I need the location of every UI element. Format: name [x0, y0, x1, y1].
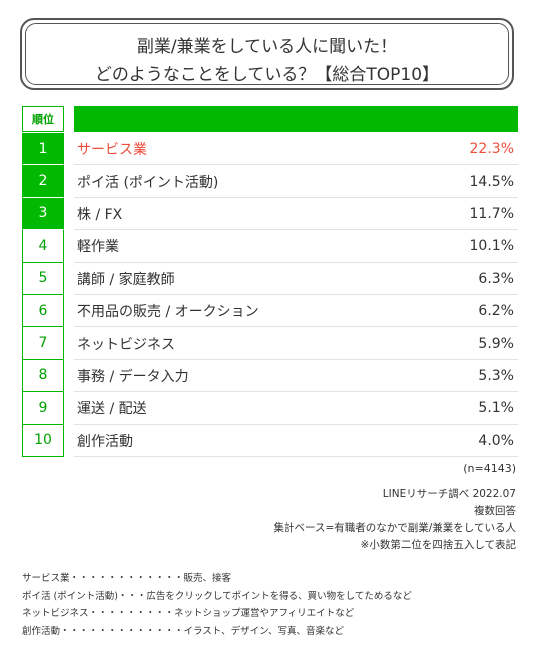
- item-value: 6.3%: [478, 270, 514, 287]
- row-divider: [74, 391, 518, 393]
- item-label: 不用品の販売 / オークション: [77, 304, 259, 321]
- rank-cell: 1: [22, 133, 64, 166]
- item-label: 運送 / 配送: [77, 401, 147, 418]
- definitions: サービス業・・・・・・・・・・・・販売、接客 ポイ活 (ポイント活動)・・・広告…: [22, 570, 412, 640]
- rank-cell: 5: [22, 262, 64, 295]
- row-divider: [74, 455, 518, 457]
- rank-cell: 3: [22, 197, 64, 231]
- row-divider: [74, 358, 518, 360]
- rank-cell: 10: [22, 424, 64, 457]
- rank-cell: 9: [22, 392, 64, 425]
- item-value: 5.9%: [478, 335, 514, 352]
- table-row: 4 軽作業 10.1%: [22, 230, 518, 263]
- row-divider: [74, 164, 518, 166]
- item-value: 22.3%: [469, 141, 514, 158]
- item-label: サービス業: [77, 142, 147, 159]
- title-line-1: 副業/兼業をしている人に聞いた！: [136, 37, 398, 57]
- row-divider: [74, 293, 518, 295]
- item-label: 講師 / 家庭教師: [77, 271, 175, 288]
- item-value: 6.2%: [478, 303, 514, 320]
- item-label: 株 / FX: [77, 206, 123, 223]
- table-row: 1 サービス業 22.3%: [22, 133, 518, 166]
- item-value: 5.1%: [478, 400, 514, 417]
- row-divider: [74, 229, 518, 231]
- table-row: 9 運送 / 配送 5.1%: [22, 392, 518, 425]
- definition-line: サービス業・・・・・・・・・・・・販売、接客: [22, 573, 232, 584]
- table-row: 6 不用品の販売 / オークション 6.2%: [22, 294, 518, 328]
- item-value: 4.0%: [478, 432, 514, 449]
- ranking-table: 1 サービス業 22.3% 2 ポイ活 (ポイント活動) 14.5% 3 株 / FX 11.7…: [22, 133, 518, 457]
- rank-cell: 4: [22, 230, 64, 263]
- item-value: 10.1%: [469, 238, 514, 255]
- row-divider: [74, 423, 518, 425]
- title-line-2: どのようなことをしている？【総合TOP10】: [94, 65, 440, 85]
- row-divider: [74, 196, 518, 198]
- table-row: 7 ネットビジネス 5.9%: [22, 327, 518, 360]
- source-line: LINEリサーチ調べ 2022.07: [382, 488, 516, 500]
- item-value: 14.5%: [469, 173, 514, 190]
- item-label: 軽作業: [77, 239, 119, 256]
- definition-line: 創作活動・・・・・・・・・・・・・イラスト、デザイン、写真、音楽など: [22, 625, 345, 637]
- rank-cell: 8: [22, 359, 64, 393]
- definition-line: ネットビジネス・・・・・・・・・ネットショップ運営やアフィリエイトなど: [22, 608, 355, 619]
- item-label: 創作活動: [77, 433, 133, 450]
- definition-line: ポイ活 (ポイント活動)・・・広告をクリックしてポイントを得る、買い物をしてため…: [22, 590, 412, 602]
- item-label: ネットビジネス: [77, 336, 175, 353]
- rank-cell: 6: [22, 294, 64, 328]
- rank-column-header: 順位: [22, 106, 64, 132]
- row-divider: [74, 326, 518, 328]
- row-divider: [74, 261, 518, 263]
- item-value: 11.7%: [469, 205, 514, 222]
- table-row: 8 事務 / データ入力 5.3%: [22, 359, 518, 393]
- sample-size: (n=4143): [463, 462, 516, 475]
- rank-cell: 2: [22, 165, 64, 198]
- rounding-note: ※小数第二位を四捨五入して表記: [360, 539, 516, 551]
- source-notes: LINEリサーチ調べ 2022.07 複数回答 集計ベース=有職者のなかで副業/…: [274, 486, 517, 554]
- title-box: 副業/兼業をしている人に聞いた！ どのようなことをしている？【総合TOP10】: [20, 18, 514, 90]
- header-bar: [74, 106, 518, 132]
- item-value: 5.3%: [478, 367, 514, 384]
- table-row: 5 講師 / 家庭教師 6.3%: [22, 262, 518, 295]
- table-row: 3 株 / FX 11.7%: [22, 197, 518, 231]
- item-label: 事務 / データ入力: [77, 368, 189, 385]
- rank-cell: 7: [22, 327, 64, 360]
- answer-type: 複数回答: [474, 505, 516, 517]
- item-label: ポイ活 (ポイント活動): [77, 174, 219, 191]
- table-row: 2 ポイ活 (ポイント活動) 14.5%: [22, 165, 518, 198]
- base-note: 集計ベース=有職者のなかで副業/兼業をしている人: [273, 522, 517, 534]
- table-row: 10 創作活動 4.0%: [22, 424, 518, 457]
